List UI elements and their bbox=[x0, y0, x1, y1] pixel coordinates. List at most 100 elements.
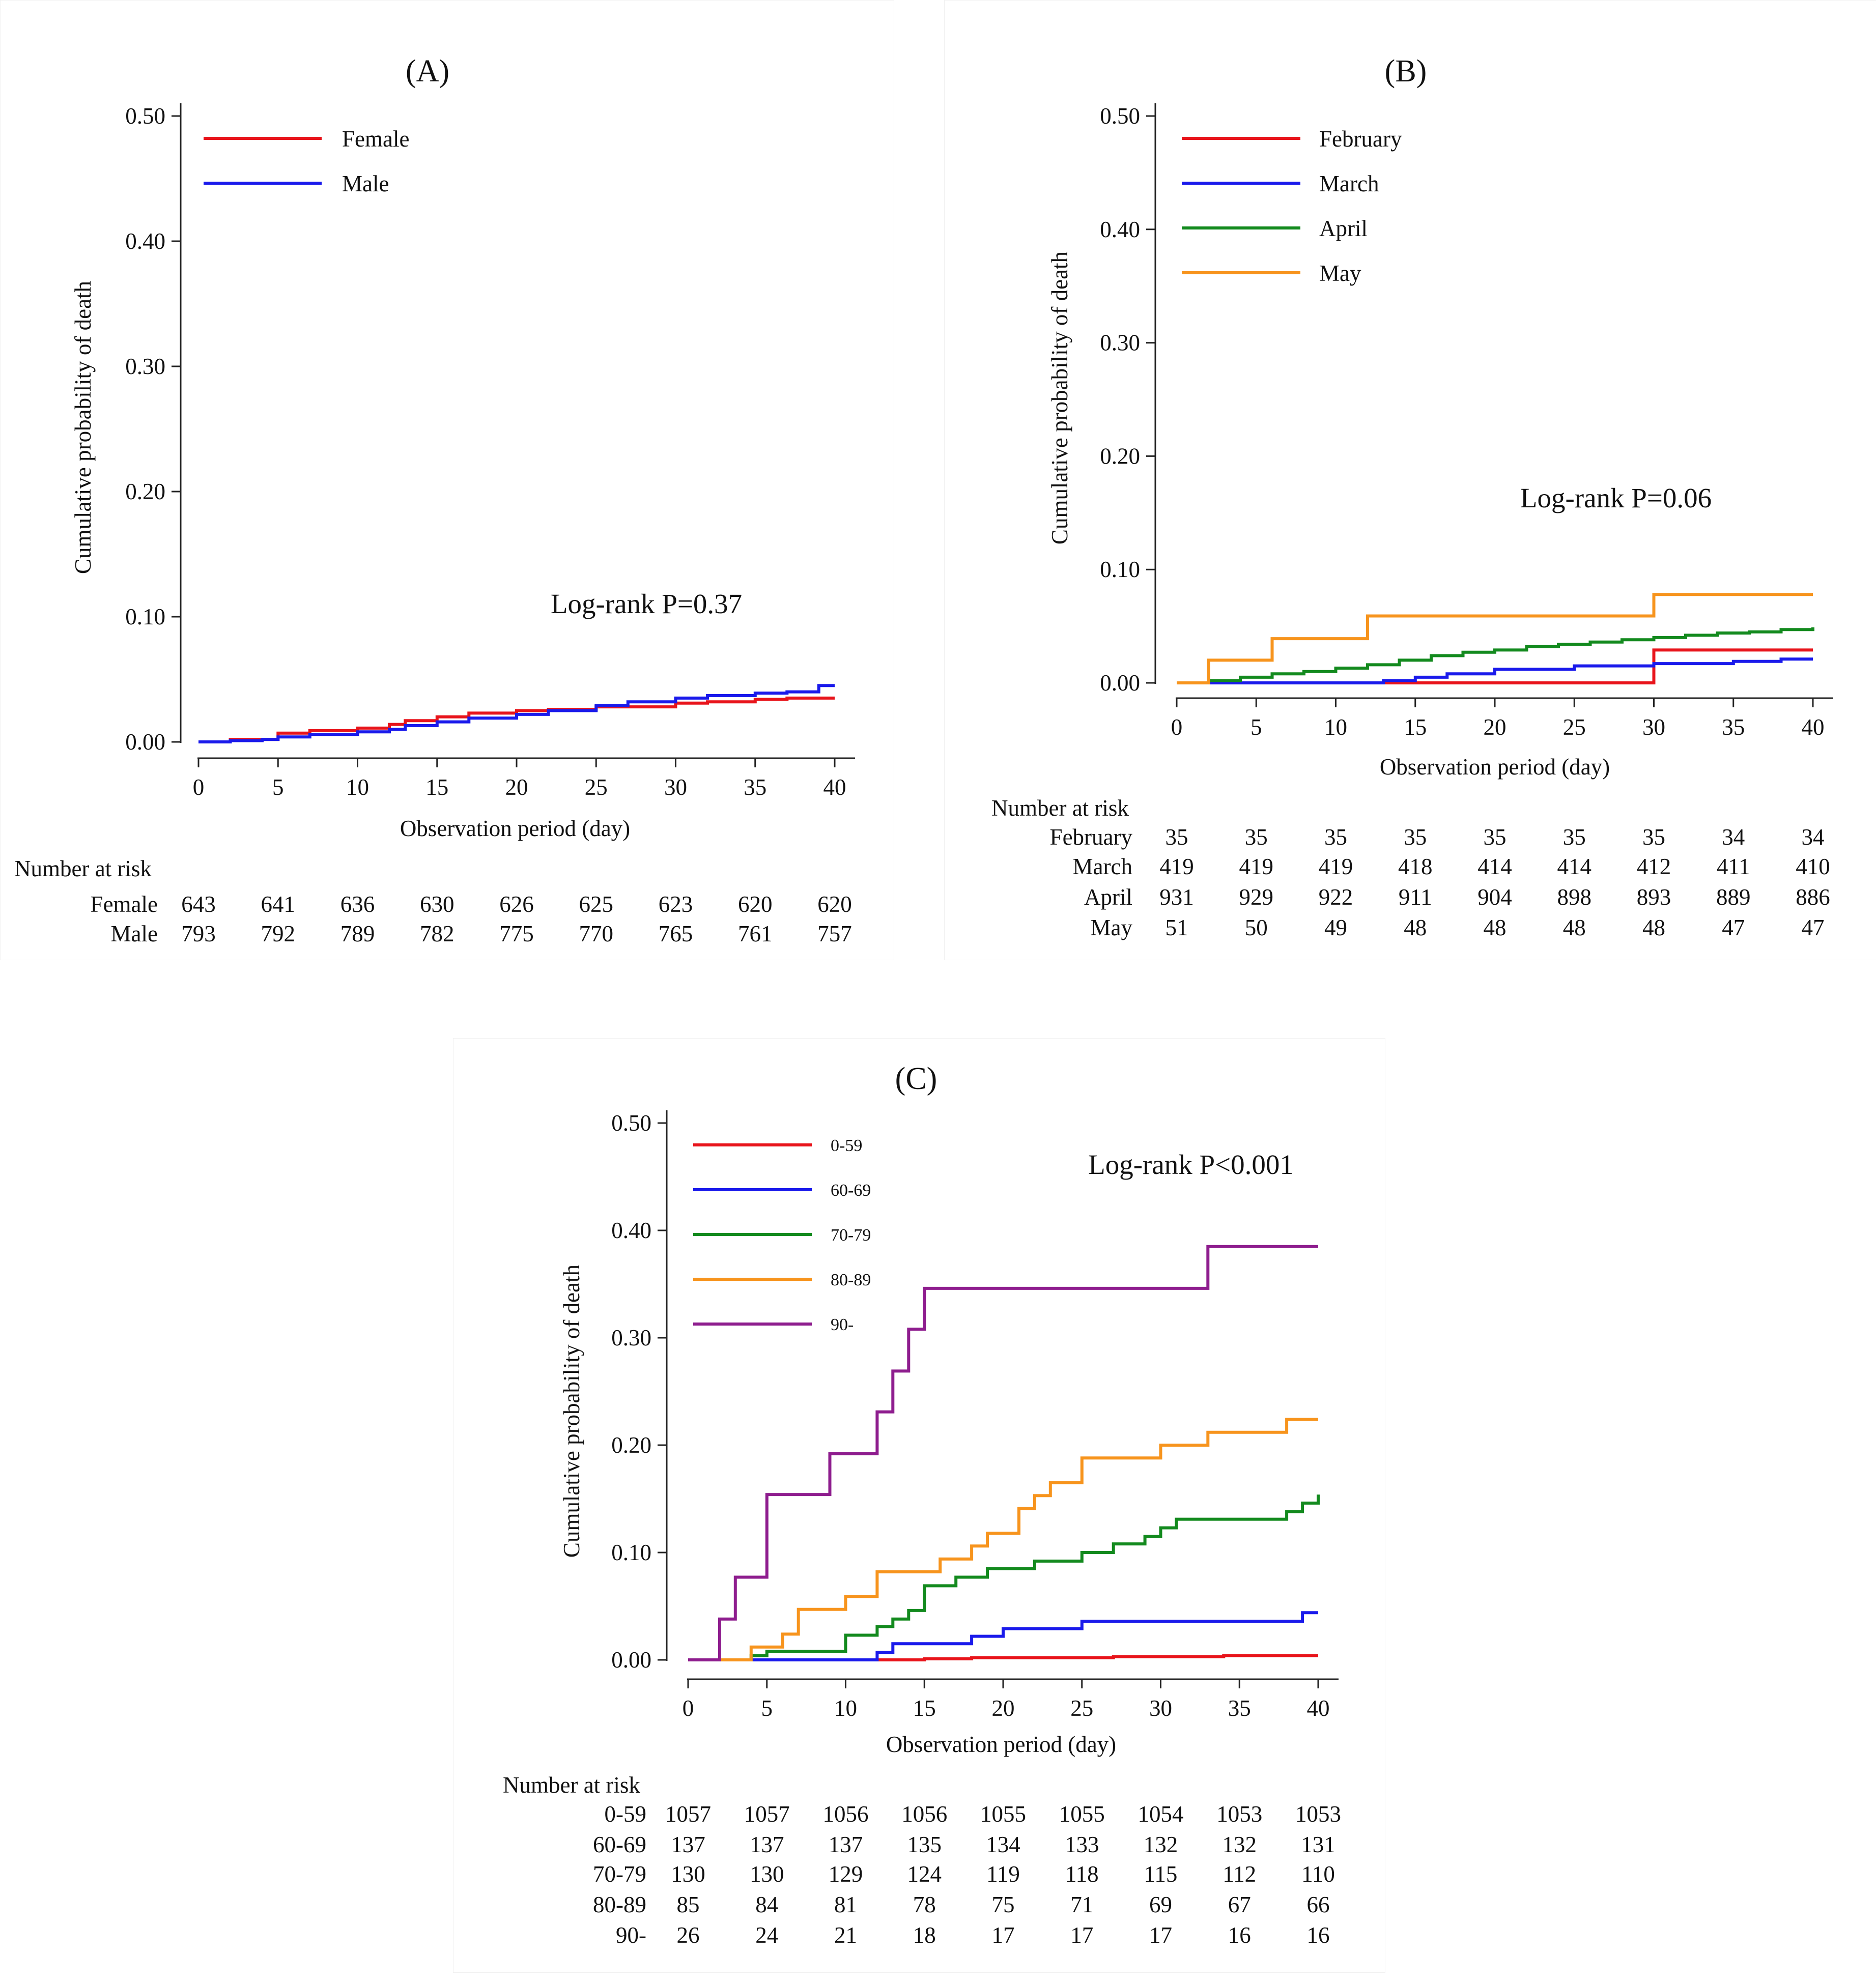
panel-b-risk-cell: 419 bbox=[1239, 854, 1274, 879]
panel-a-risk-cell: 626 bbox=[499, 892, 534, 917]
panel-c-risk-cell: 17 bbox=[1070, 1922, 1093, 1948]
panel-c-series-90 bbox=[688, 1245, 1318, 1661]
panel-c-risk-cell: 1056 bbox=[901, 1801, 947, 1827]
panel-b-risk-cell: 931 bbox=[1159, 884, 1194, 910]
panel-c-xtick-label: 40 bbox=[1307, 1695, 1330, 1721]
panel-c-ylabel: Cumulative probability of death bbox=[559, 1264, 584, 1558]
panel-c-xtick-label: 10 bbox=[834, 1695, 857, 1721]
panel-c-ytick-label: 0.30 bbox=[611, 1325, 651, 1350]
panel-b-risk-cell: 35 bbox=[1642, 824, 1665, 850]
panel-c-risk-cell: 69 bbox=[1149, 1892, 1172, 1917]
panel-c-risk-cell: 71 bbox=[1070, 1892, 1093, 1917]
panel-a-risk-row-label: Female bbox=[91, 892, 158, 917]
panel-b-risk-cell: 34 bbox=[1722, 824, 1745, 850]
panel-c-xtick-label: 20 bbox=[992, 1695, 1015, 1721]
panel-b-xtick-label: 20 bbox=[1484, 714, 1507, 740]
panel-a-xtick-label: 25 bbox=[585, 774, 608, 800]
panel-b-risk-cell: 904 bbox=[1477, 884, 1512, 910]
panel-b-risk-cell: 414 bbox=[1477, 854, 1512, 879]
panel-c-risk-cell: 26 bbox=[677, 1922, 700, 1948]
panel-a-annotation: Log-rank P=0.37 bbox=[551, 588, 742, 619]
panel-c-xtick-label: 5 bbox=[761, 1695, 773, 1721]
panel-c-legend-label-70-79: 70-79 bbox=[831, 1226, 871, 1245]
panel-b-risk-cell: 419 bbox=[1159, 854, 1194, 879]
panel-b-risk-cell: 889 bbox=[1716, 884, 1751, 910]
panel-b-legend: February March April May bbox=[1182, 126, 1402, 286]
panel-b-risk-cell: 929 bbox=[1239, 884, 1274, 910]
panel-b-ytick-label: 0.30 bbox=[1100, 330, 1140, 356]
panel-a-risk-cell: 789 bbox=[340, 921, 375, 946]
panel-c-risk-cell: 135 bbox=[907, 1832, 942, 1857]
panel-a-legend-label-male: Male bbox=[342, 171, 389, 196]
panel-b-ytick-label: 0.50 bbox=[1100, 103, 1140, 129]
panel-b-plot-area: 0.00 0.10 0.20 0.30 0.40 0.50 0 5 10 15 20 25 30 35 40 bbox=[1100, 103, 1833, 740]
panel-c-risk-title: Number at risk bbox=[503, 1772, 640, 1798]
panel-b-legend-label-february: February bbox=[1319, 126, 1402, 152]
panel-a-xtick-label: 30 bbox=[664, 774, 687, 800]
panel-a-risk-cell: 782 bbox=[420, 921, 454, 946]
panel-c-risk-cell: 130 bbox=[750, 1861, 784, 1887]
panel-a-risk-cell: 625 bbox=[579, 892, 614, 917]
panel-c-risk-cell: 1053 bbox=[1295, 1801, 1341, 1827]
panel-a-xtick-label: 15 bbox=[425, 774, 448, 800]
panel-c-risk-cell: 1055 bbox=[980, 1801, 1026, 1827]
panel-a-series-female bbox=[198, 696, 835, 743]
panel-c-risk-cell: 16 bbox=[1307, 1922, 1330, 1948]
panel-c-xtick-label: 30 bbox=[1149, 1695, 1172, 1721]
panel-c-xtick-label: 15 bbox=[913, 1695, 936, 1721]
panel-a-ylabel: Cumulative probability of death bbox=[70, 281, 96, 574]
panel-a-risk-cell: 643 bbox=[181, 892, 216, 917]
panel-a-risk-row-label: Male bbox=[111, 921, 158, 946]
panel-a-risk-cell: 770 bbox=[579, 921, 614, 946]
panel-c-risk-cell: 66 bbox=[1307, 1892, 1330, 1917]
panel-a-xtick-label: 40 bbox=[823, 774, 846, 800]
panel-a-risk-table: Female 643 641 636 630 626 625 623 620 620 Male 793… bbox=[91, 892, 852, 946]
panel-b-risk-cell: 35 bbox=[1245, 824, 1268, 850]
panel-c-risk-row-label: 0-59 bbox=[605, 1801, 647, 1827]
panel-a-xtick-label: 20 bbox=[505, 774, 528, 800]
panel-b-risk-cell: 410 bbox=[1796, 854, 1830, 879]
panel-b-xtick-label: 30 bbox=[1642, 714, 1665, 740]
panel-c-risk-cell: 78 bbox=[913, 1892, 936, 1917]
panel-b-ytick-label: 0.00 bbox=[1100, 670, 1140, 696]
panel-a-risk-cell: 775 bbox=[499, 921, 534, 946]
panel-c-risk-cell: 85 bbox=[677, 1892, 700, 1917]
panel-b-risk-cell: 48 bbox=[1642, 915, 1665, 940]
panel-b: (B) 0.00 0.10 0.20 0.30 0.40 0.50 0 5 10 15 20 25 30… bbox=[991, 54, 1833, 940]
panel-b-risk-cell: 35 bbox=[1166, 824, 1188, 850]
panel-b-risk-table: February 35 35 35 35 35 35 35 34 34 March 419 419 419… bbox=[1050, 824, 1830, 940]
panel-c-risk-cell: 1057 bbox=[744, 1801, 790, 1827]
panel-c-risk-cell: 137 bbox=[671, 1832, 705, 1857]
panel-c-risk-cell: 17 bbox=[1149, 1922, 1172, 1948]
panel-b-risk-cell: 886 bbox=[1796, 884, 1830, 910]
panel-b-risk-row-label: February bbox=[1050, 824, 1133, 850]
panel-c-ytick-label: 0.10 bbox=[611, 1540, 651, 1565]
panel-b-legend-label-march: March bbox=[1319, 171, 1379, 196]
panel-a-ytick-label: 0.30 bbox=[125, 354, 165, 379]
panel-b-xtick-label: 5 bbox=[1250, 714, 1262, 740]
panel-a-risk-cell: 620 bbox=[738, 892, 773, 917]
panel-a-ytick-label: 0.00 bbox=[125, 729, 165, 755]
panel-c-risk-cell: 112 bbox=[1223, 1861, 1256, 1887]
panel-a-risk-cell: 620 bbox=[817, 892, 852, 917]
panel-c-series-80-89 bbox=[688, 1418, 1318, 1661]
panel-b-risk-row-label: April bbox=[1084, 884, 1132, 910]
panel-b-risk-cell: 35 bbox=[1484, 824, 1507, 850]
panel-a-xtick-label: 35 bbox=[744, 774, 766, 800]
panel-c-risk-cell: 1053 bbox=[1216, 1801, 1262, 1827]
panel-b-risk-title: Number at risk bbox=[991, 795, 1129, 821]
panel-a-plot-area: 0.00 0.10 0.20 0.30 0.40 0.50 0 5 10 15 20 25 30 35 40 bbox=[125, 103, 855, 800]
panel-c-title: (C) bbox=[895, 1061, 937, 1096]
panel-c-legend-label-0-59: 0-59 bbox=[831, 1136, 862, 1155]
panel-c-risk-row-label: 70-79 bbox=[593, 1861, 646, 1887]
panel-a-risk-cell: 757 bbox=[817, 921, 852, 946]
panel-c: (C) 0.00 0.10 0.20 0.30 0.40 0.50 0 5 10 15 20 25 30… bbox=[503, 1061, 1341, 1948]
panel-b-legend-label-may: May bbox=[1319, 261, 1361, 286]
panel-c-legend-label-60-69: 60-69 bbox=[831, 1181, 871, 1200]
panel-c-xtick-label: 35 bbox=[1228, 1695, 1251, 1721]
panel-b-risk-cell: 418 bbox=[1398, 854, 1433, 879]
panel-b-background bbox=[944, 0, 1876, 960]
panel-a-xtick-label: 10 bbox=[346, 774, 369, 800]
panel-c-risk-cell: 81 bbox=[834, 1892, 857, 1917]
panel-c-risk-cell: 137 bbox=[750, 1832, 784, 1857]
